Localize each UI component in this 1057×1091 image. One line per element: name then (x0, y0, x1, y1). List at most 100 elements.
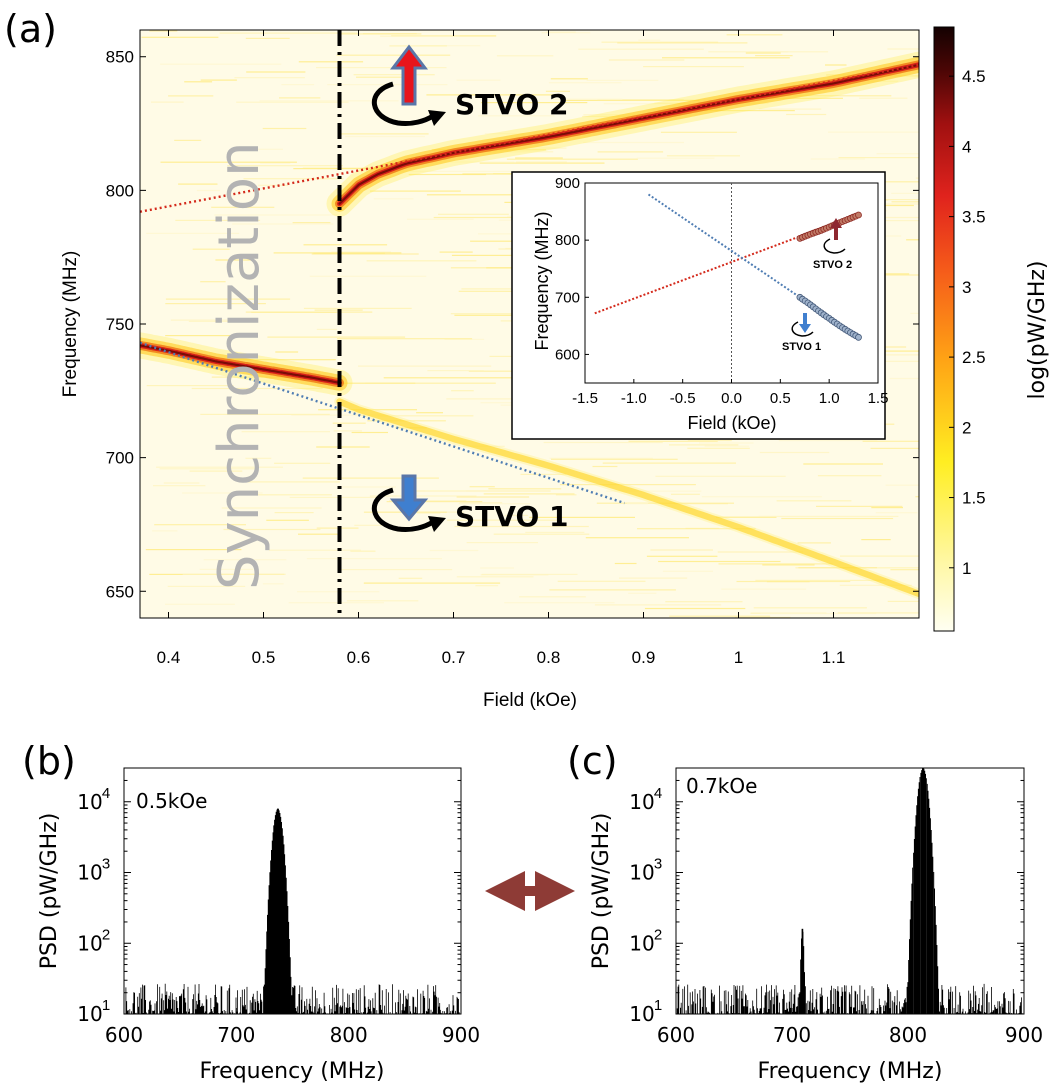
noise-streak (302, 477, 439, 479)
x-tick-label: 1 (734, 648, 743, 667)
noise-streak (383, 377, 516, 379)
psd-y-tick-label: 10 (629, 861, 654, 885)
psd-y-tick-exponent: 1 (102, 997, 110, 1014)
noise-streak (154, 524, 246, 526)
noise-streak (236, 148, 283, 150)
noise-streak (331, 251, 391, 253)
noise-streak (200, 79, 237, 81)
panel-b-letter: (b) (22, 739, 76, 783)
noise-streak (817, 475, 882, 477)
noise-streak (504, 602, 615, 604)
psd-y-tick-label: 10 (629, 790, 654, 814)
noise-streak (351, 431, 388, 434)
noise-streak (260, 162, 291, 164)
noise-streak (159, 468, 259, 470)
noise-streak (178, 183, 218, 185)
noise-streak (549, 589, 676, 591)
noise-streak (839, 584, 912, 586)
noise-streak (718, 563, 833, 565)
noise-streak (366, 260, 477, 262)
stvo2-rotation-arrow (372, 81, 435, 126)
psd-y-tick-label: 10 (77, 861, 102, 885)
stvo2-rotation-head-icon (428, 110, 446, 126)
noise-streak (188, 320, 248, 322)
noise-streak (389, 45, 447, 47)
noise-streak (753, 607, 867, 609)
noise-streak (363, 582, 501, 584)
noise-streak (759, 451, 830, 454)
inset-stvo1-label: STVO 1 (782, 341, 821, 353)
noise-streak (456, 576, 534, 578)
noise-streak (298, 61, 364, 63)
noise-streak (585, 537, 689, 539)
noise-streak (408, 173, 487, 176)
noise-streak (594, 604, 722, 606)
noise-streak (483, 493, 575, 495)
noise-streak (915, 496, 919, 498)
noise-streak (871, 507, 903, 509)
noise-streak (543, 441, 663, 444)
noise-streak (152, 530, 178, 532)
stvo1-down-arrow-icon (389, 474, 429, 522)
noise-streak (887, 600, 919, 602)
noise-streak (721, 588, 807, 590)
colorbar-tick-label: 1 (962, 559, 971, 578)
inset-x-tick-label: 1.5 (868, 390, 889, 407)
noise-streak (245, 457, 272, 459)
noise-streak (910, 312, 919, 314)
noise-streak (174, 139, 202, 141)
colorbar-tick-label: 4 (962, 137, 971, 156)
noise-streak (466, 542, 538, 544)
noise-streak (377, 415, 474, 417)
noise-streak (480, 102, 588, 104)
noise-streak (338, 569, 453, 571)
inset-x-label: Field (kOe) (687, 413, 776, 433)
noise-streak (369, 190, 461, 192)
noise-streak (281, 84, 315, 86)
noise-streak (167, 585, 246, 587)
noise-streak (332, 422, 366, 424)
noise-streak (578, 48, 704, 50)
inset-chart: -1.5 -1.0 -0.5 0.0 0.5 1.0 1.5 600 700 800 900 Fie… (511, 171, 888, 440)
inset-y-tick-label: 700 (555, 289, 580, 306)
noise-streak (606, 490, 702, 492)
noise-streak (655, 475, 786, 477)
panel-c-letter: (c) (567, 739, 618, 783)
noise-streak (798, 567, 877, 569)
stvo1-rotation-head-icon (428, 516, 446, 532)
noise-streak (669, 615, 771, 617)
noise-streak (446, 398, 518, 400)
heatmap-fit-lines (140, 63, 919, 505)
noise-streak (165, 335, 250, 337)
inset-y-tick-label: 600 (555, 346, 580, 363)
noise-streak (358, 365, 492, 367)
y-tick-label: 800 (106, 181, 134, 200)
noise-streak (416, 412, 443, 414)
noise-streak (704, 445, 750, 447)
inset-stvo2-rotation-icon (823, 238, 846, 254)
x-tick-label: 0.9 (632, 648, 656, 667)
noise-streak (333, 430, 362, 432)
noise-streak (628, 592, 657, 594)
noise-streak (165, 303, 266, 305)
inset-x-tick-label: -1.5 (572, 390, 598, 407)
noise-streak (373, 198, 414, 200)
inset-fit-line (594, 213, 859, 315)
noise-streak (243, 178, 344, 180)
inset-y-tick-label: 800 (555, 232, 580, 249)
noise-streak (758, 515, 899, 517)
noise-streak (189, 470, 243, 472)
noise-streak (803, 463, 883, 465)
noise-streak (760, 612, 877, 615)
colorbar-tick-label: 1.5 (962, 489, 986, 508)
noise-streak (716, 516, 777, 518)
inset-axes: -1.5 -1.0 -0.5 0.0 0.5 1.0 1.5 600 700 800 900 (555, 175, 888, 407)
noise-streak (478, 115, 555, 117)
noise-streak (480, 567, 514, 569)
colorbar: 1 1.5 2 2.5 3 3.5 4 4.5 log(pW/GHz) (933, 26, 1050, 632)
noise-streak (786, 113, 827, 116)
noise-streak (628, 440, 718, 442)
noise-streak (182, 573, 286, 575)
x-tick-label: 0.4 (157, 648, 181, 667)
